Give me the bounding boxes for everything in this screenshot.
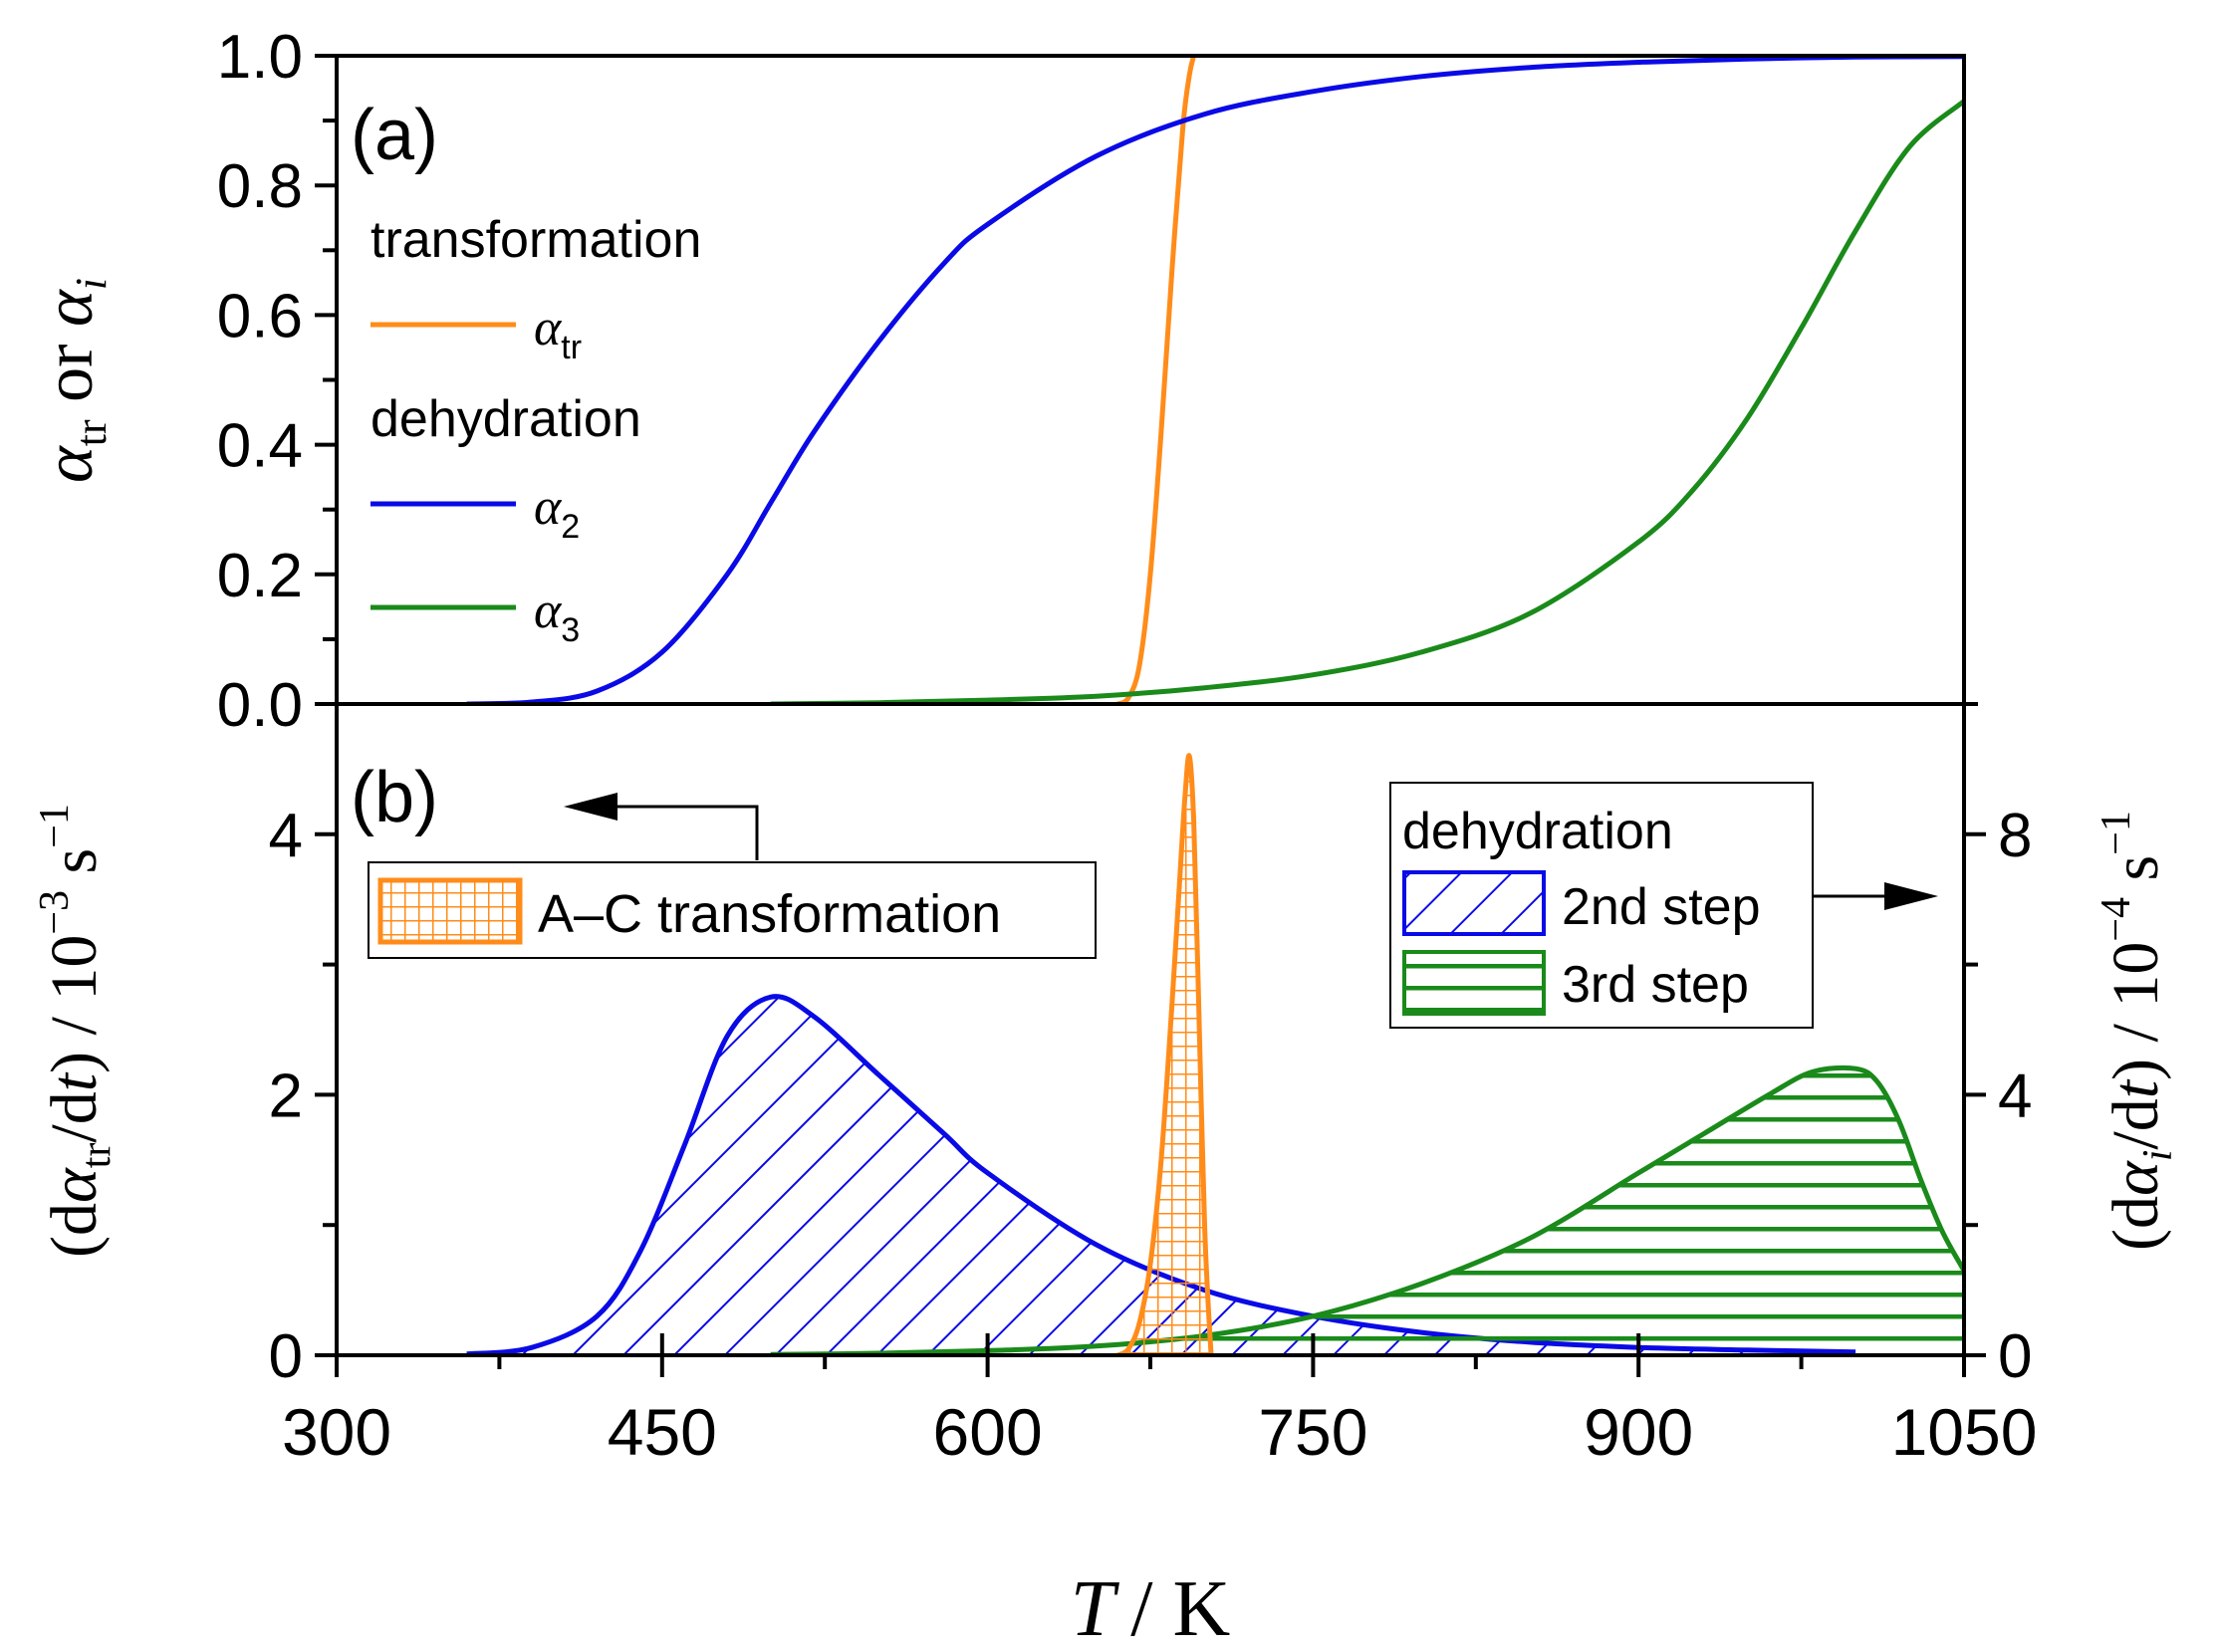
panel-b-right-tick-label: 4 [1998, 1062, 2032, 1130]
legend-label-alpha-3: α3 [534, 583, 580, 649]
series-area-actransformation [1117, 755, 1211, 1355]
x-tick-label: 450 [608, 1395, 717, 1469]
panel-b-plot [466, 753, 1964, 1355]
panel-a-y-tick-label: 0.4 [217, 412, 303, 481]
panel-a-legend: transformation αtr dehydration α2 α3 [370, 211, 701, 649]
panel-b-left-tick-label: 2 [269, 1062, 303, 1130]
arrow-left-head [564, 793, 617, 821]
x-axis-label: T / K [1071, 1565, 1231, 1652]
panel-a-plot [466, 56, 1964, 704]
panel-b-left-tick-label: 4 [269, 802, 303, 870]
arrow-left-connector [608, 805, 759, 860]
legend-label-transformation: A–C transformation [538, 884, 1001, 944]
series-area-2ndstep [466, 996, 1856, 1355]
legend-label-3rd-step: 3rd step [1562, 956, 1749, 1014]
axis-ticks [315, 54, 1986, 1377]
series-line-3rdstep [770, 1064, 1964, 1355]
series-line-tr [1116, 56, 1197, 704]
legend-swatch-transformation [377, 877, 523, 945]
legend-swatch-3rd-step [1402, 950, 1546, 1016]
panel-b-right-tick-label: 0 [1998, 1322, 2032, 1391]
legend-heading-transformation: transformation [370, 211, 701, 269]
panel-a-y-tick-label: 0.6 [217, 282, 303, 351]
panel-a-y-tick-label: 0.0 [217, 671, 303, 740]
panel-a-frame [335, 54, 1966, 706]
x-tick-label: 1050 [1891, 1395, 2038, 1469]
panel-a-ylabel: αtr or αi [31, 278, 116, 483]
panel-a-y-tick-label: 1.0 [217, 23, 303, 92]
panel-a-y-tick-label: 0.8 [217, 152, 303, 221]
x-tick-label: 600 [933, 1395, 1043, 1469]
arrow-right-head [1884, 882, 1938, 910]
legend-label-alpha-2: α2 [534, 479, 580, 546]
series-line-2 [466, 56, 1964, 704]
x-tick-label: 750 [1258, 1395, 1367, 1469]
panel-a-y-tick-label: 0.2 [217, 542, 303, 610]
legend-swatch-2nd-step [1402, 870, 1546, 936]
axis-tick-labels: 300 450 600 750 900 1050 0.0 0.2 0.4 0.6 0.8 1.0 0 2 4… [217, 23, 2038, 1469]
panel-b-left-ylabel: (dαtr/dt) / 10−3 s−1 [32, 804, 120, 1258]
panel-b-right-legend: dehydration 2nd step 3rd step [1389, 782, 1938, 1029]
legend-heading-dehydration-b: dehydration [1402, 803, 1673, 860]
series-line-actransformation [1115, 753, 1214, 1355]
legend-heading-dehydration: dehydration [370, 390, 641, 448]
x-tick-label: 900 [1584, 1395, 1693, 1469]
legend-label-2nd-step: 2nd step [1562, 878, 1761, 936]
legend-label-alpha-tr: αtr [534, 300, 582, 366]
panel-a-label: (a) [351, 96, 438, 175]
series-line-3 [770, 99, 1964, 704]
panel-b-left-tick-label: 0 [269, 1322, 303, 1391]
series-area-3rdstep [770, 1067, 1964, 1355]
x-tick-label: 300 [282, 1395, 391, 1469]
panel-b-left-legend: A–C transformation [368, 793, 1097, 959]
panel-b-right-tick-label: 8 [1998, 802, 2032, 870]
panel-b-right-ylabel: (dαi/dt) / 10−4 s−1 [2094, 811, 2181, 1251]
panel-b-label: (b) [351, 758, 438, 837]
